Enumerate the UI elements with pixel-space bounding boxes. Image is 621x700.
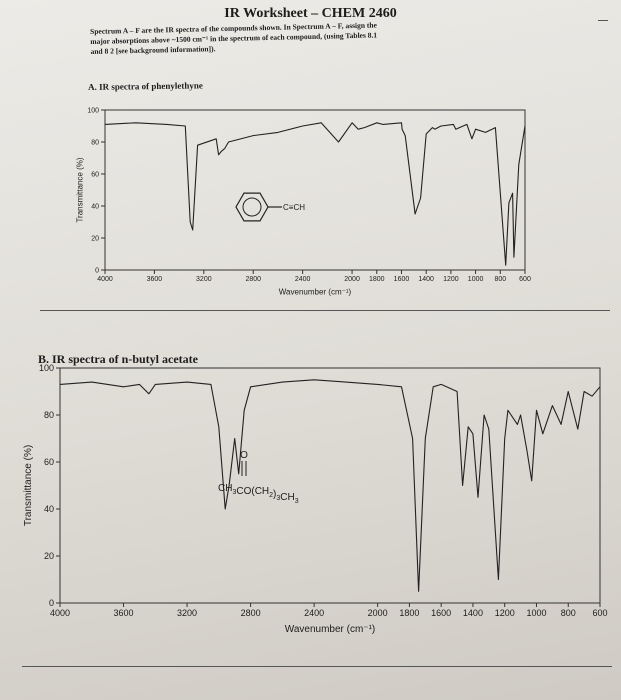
chart-b-annotation-oxygen: O: [240, 450, 248, 461]
chart-b-y-tick-label: 40: [44, 504, 54, 514]
chart-a-benzene-structure: C≡CH: [235, 192, 305, 222]
chart-b-y-tick-label: 100: [39, 363, 54, 373]
chart-a-y-tick-label: 0: [95, 267, 99, 274]
chart-b-y-axis-label: Transmittance (%): [23, 445, 34, 526]
formula-subscript: 3: [295, 498, 299, 505]
chart-b-y-tick-label: 80: [44, 410, 54, 420]
chart-b-x-tick-label: 600: [592, 608, 607, 618]
worksheet-title: IR Worksheet – CHEM 2460: [224, 6, 397, 21]
chart-a-spectrum-line: [104, 122, 526, 266]
chart-b-x-tick-label: 4000: [50, 608, 70, 618]
chart-b-x-tick-label: 2800: [241, 608, 261, 618]
chart-b-x-tick-label: 1000: [526, 608, 546, 618]
chart-b-y-tick-label: 20: [44, 551, 54, 561]
chart-a-y-tick-label: 100: [87, 107, 99, 114]
chart-b-x-tick-label: 3200: [177, 608, 197, 618]
formula-text: CH: [280, 492, 294, 503]
margin-mark: [598, 20, 608, 21]
chart-b-x-tick-label: 1200: [495, 608, 515, 618]
divider-rule-bottom: [22, 666, 612, 667]
chart-a-y-tick-label: 80: [91, 139, 99, 146]
chart-b-x-tick-label: 1600: [431, 608, 451, 618]
chart-a-x-tick-label: 3600: [147, 276, 163, 283]
chart-b-x-axis-label: Wavenumber (cm⁻¹): [285, 624, 375, 635]
chart-a-title: A. IR spectra of phenylethyne: [88, 80, 203, 92]
chart-b-y-tick-label: 60: [44, 457, 54, 467]
chart-a-x-tick-label: 1600: [394, 276, 410, 283]
chart-b-annotation-formula: CH3CO(CH2)3CH3: [218, 483, 299, 505]
chart-b-x-tick-label: 3600: [114, 608, 134, 618]
formula-text: ): [273, 489, 276, 500]
chart-a-y-tick-label: 60: [91, 171, 99, 178]
formula-text: CO(CH: [236, 486, 269, 497]
chart-a-x-axis-label: Wavenumber (cm⁻¹): [279, 288, 352, 297]
chart-b-x-tick-label: 1400: [463, 608, 483, 618]
instructions: Spectrum A – F are the IR spectra of the…: [90, 17, 521, 57]
chart-a-y-axis-label: Transmittance (%): [76, 157, 85, 222]
chart-a-annotation: C≡CH: [283, 203, 305, 212]
chart-b-title: B. IR spectra of n-butyl acetate: [38, 352, 198, 366]
chart-a-x-tick-label: 2400: [295, 276, 311, 283]
chart-b-plot-frame: [59, 367, 601, 604]
chart-a-benzene-inner-ring: [242, 197, 262, 217]
chart-a-x-tick-label: 1800: [369, 276, 385, 283]
chart-b-x-tick-label: 2400: [304, 608, 324, 618]
chart-b-x-tick-label: 800: [561, 608, 576, 618]
chart-a-benzene-ring: [235, 192, 269, 222]
chart-a-x-tick-label: 2800: [245, 276, 261, 283]
chart-a-x-tick-label: 1400: [418, 276, 434, 283]
chart-a-x-tick-label: 4000: [97, 276, 113, 283]
chart-b-x-tick-label: 2000: [368, 608, 388, 618]
chart-b-x-tick-label: 1800: [399, 608, 419, 618]
chart-a-y-tick-label: 20: [91, 235, 99, 242]
chart-a-plot-frame: [104, 109, 526, 271]
formula-text: CH: [218, 483, 232, 494]
chart-a-x-tick-label: 1000: [468, 276, 484, 283]
chart-a-x-tick-label: 600: [519, 276, 531, 283]
formula-subscript: 3: [232, 489, 236, 496]
formula-subscript: 3: [276, 495, 280, 502]
chart-a-phenylethyne: 0 20 40 60 80 100 4000 3600 3200 2800 2400 2000 1800…: [76, 107, 531, 297]
chart-a-x-tick-label: 800: [494, 276, 506, 283]
divider-rule: [40, 310, 610, 311]
chart-b-spectrum-line: [59, 379, 601, 592]
chart-a-x-tick-label: 1200: [443, 276, 459, 283]
chart-a-x-tick-label: 3200: [196, 276, 212, 283]
chart-a-x-tick-label: 2000: [344, 276, 360, 283]
chart-a-y-tick-label: 40: [91, 203, 99, 210]
formula-subscript: 2: [269, 492, 273, 499]
chart-b-y-tick-label: 0: [49, 598, 54, 608]
